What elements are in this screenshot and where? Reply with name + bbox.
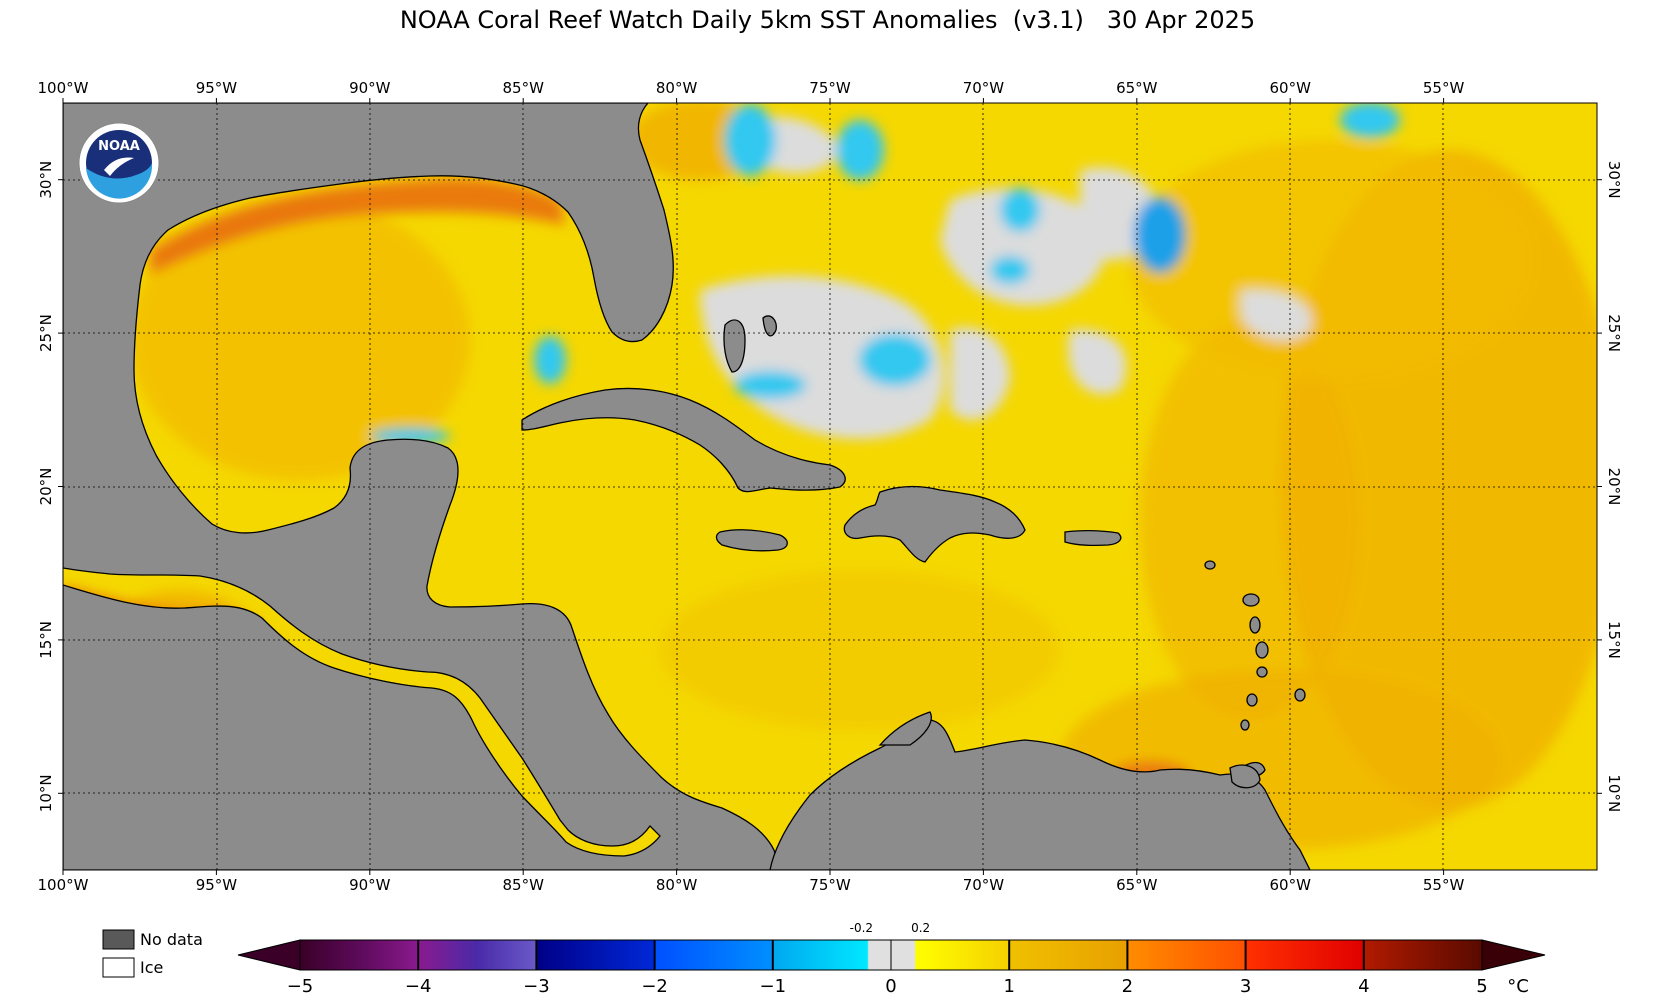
guajira	[878, 711, 932, 746]
lon-tick-top: 70°W	[963, 79, 1005, 97]
lon-tick-bottom: 95°W	[196, 876, 238, 894]
colorbar-tick-label: 4	[1358, 976, 1369, 997]
lon-tick-bottom: 60°W	[1269, 876, 1311, 894]
lat-tick-right: 15°N	[1605, 621, 1623, 659]
cuba	[521, 387, 846, 493]
lon-tick-top: 75°W	[809, 79, 851, 97]
colorbar-tick-label: 2	[1122, 976, 1133, 997]
lon-tick-top: 55°W	[1423, 79, 1465, 97]
colorbar-tick-label: −3	[523, 976, 550, 997]
lon-tick-top: 85°W	[502, 79, 544, 97]
lat-tick-left: 15°N	[37, 621, 55, 659]
lat-tick-left: 25°N	[37, 314, 55, 352]
no-data-label: No data	[140, 930, 203, 949]
colorbar-tick-label: 5	[1476, 976, 1487, 997]
noaa-logo-text: NOAA	[98, 139, 140, 154]
no-data-swatch	[102, 929, 135, 950]
colorbar-tick-label: 0	[885, 976, 896, 997]
lon-tick-top: 60°W	[1269, 79, 1311, 97]
lat-tick-left: 30°N	[37, 161, 55, 199]
land	[63, 103, 1311, 870]
gulf-coast-landmass	[63, 103, 781, 870]
lon-tick-bottom: 55°W	[1423, 876, 1465, 894]
lon-tick-bottom: 70°W	[963, 876, 1005, 894]
lon-tick-bottom: 100°W	[38, 876, 89, 894]
colorbar-tick-label: −5	[287, 976, 314, 997]
lon-tick-top: 90°W	[349, 79, 391, 97]
colorbar-tick-label: −2	[641, 976, 668, 997]
colorbar-tick-label: 3	[1240, 976, 1251, 997]
map-title: NOAA Coral Reef Watch Daily 5km SST Anom…	[399, 6, 1256, 34]
lon-tick-bottom: 80°W	[656, 876, 698, 894]
lon-tick-bottom: 65°W	[1116, 876, 1158, 894]
lon-tick-top: 100°W	[38, 79, 89, 97]
colorbar-tick-label: −1	[760, 976, 787, 997]
colorbar-small-label: -0.2	[850, 921, 873, 935]
colorbar-unit: °C	[1507, 976, 1529, 997]
lat-tick-right: 20°N	[1605, 468, 1623, 506]
colorbar-low-arrow	[237, 939, 301, 971]
lon-tick-top: 65°W	[1116, 79, 1158, 97]
lat-tick-left: 10°N	[37, 774, 55, 812]
lat-tick-right: 10°N	[1605, 774, 1623, 812]
lat-tick-left: 20°N	[37, 468, 55, 506]
ice-label: Ice	[140, 958, 163, 977]
noaa-logo-icon: NOAA	[78, 122, 160, 204]
colorbar-small-label: 0.2	[911, 921, 930, 935]
colorbar: −5 −4 −3 −2 −1 0 1 2 3 4 5 -0.2 0.2 °C	[237, 921, 1546, 997]
sst-field	[63, 103, 1597, 870]
colorbar-high-arrow	[1481, 939, 1546, 971]
lon-tick-bottom: 85°W	[502, 876, 544, 894]
puerto-rico	[1064, 529, 1122, 547]
axis-ticks: 100°W 100°W 95°W 95°W 90°W 90°W 85°W 85°W 80°W 80…	[37, 79, 1623, 894]
colorbar-tick-label: 1	[1003, 976, 1014, 997]
hispaniola	[843, 485, 1026, 563]
lat-tick-right: 30°N	[1605, 161, 1623, 199]
jamaica	[715, 529, 788, 552]
lat-tick-right: 25°N	[1605, 314, 1623, 352]
lon-tick-top: 95°W	[196, 79, 238, 97]
anomaly-patches	[63, 103, 1597, 850]
ice-swatch	[102, 957, 135, 978]
lon-tick-bottom: 90°W	[349, 876, 391, 894]
lon-tick-bottom: 75°W	[809, 876, 851, 894]
colorbar-tick-label: −4	[405, 976, 432, 997]
lon-tick-top: 80°W	[656, 79, 698, 97]
graticule	[63, 103, 1597, 870]
legend: No data Ice	[102, 929, 203, 978]
